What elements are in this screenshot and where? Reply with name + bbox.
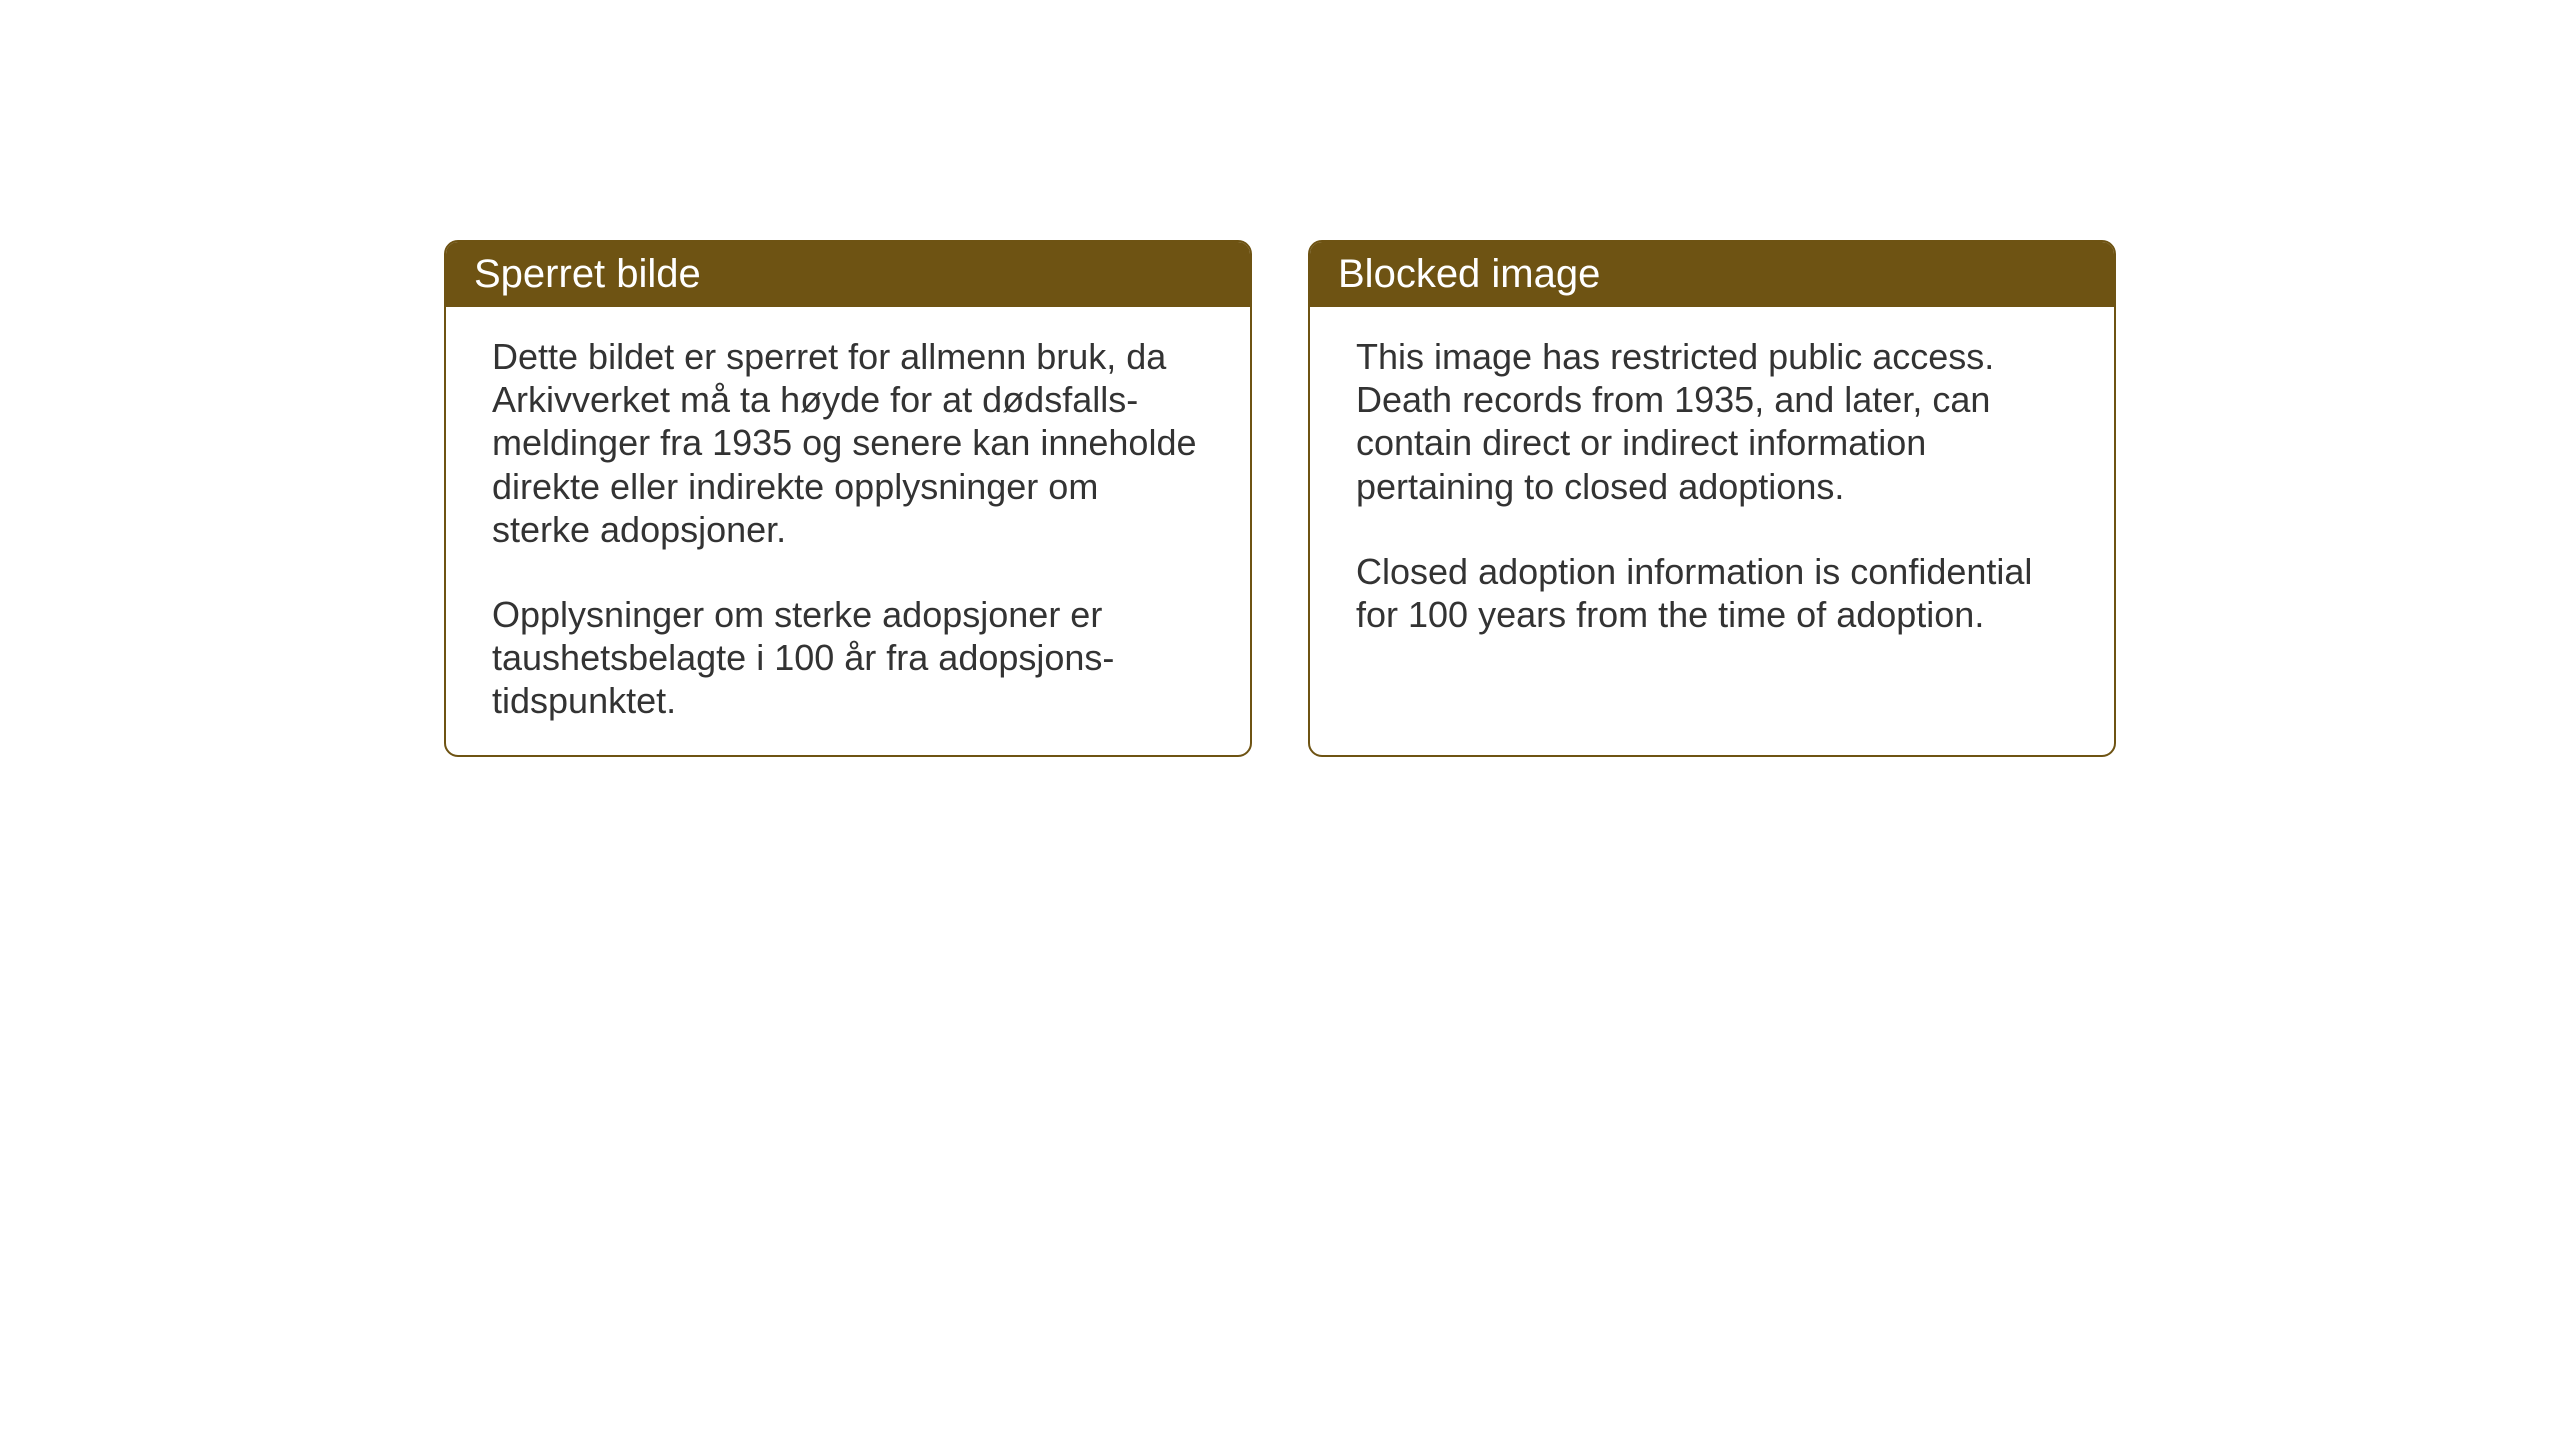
notice-card-english: Blocked image This image has restricted … xyxy=(1308,240,2116,757)
card-paragraph: This image has restricted public access.… xyxy=(1356,335,2068,508)
card-paragraph: Closed adoption information is confident… xyxy=(1356,550,2068,636)
notice-container: Sperret bilde Dette bildet er sperret fo… xyxy=(444,240,2116,757)
card-paragraph: Dette bildet er sperret for allmenn bruk… xyxy=(492,335,1204,551)
card-paragraph: Opplysninger om sterke adopsjoner er tau… xyxy=(492,593,1204,723)
notice-card-norwegian: Sperret bilde Dette bildet er sperret fo… xyxy=(444,240,1252,757)
card-header: Sperret bilde xyxy=(446,242,1250,307)
card-body: This image has restricted public access.… xyxy=(1310,307,2114,755)
card-header: Blocked image xyxy=(1310,242,2114,307)
card-title: Blocked image xyxy=(1338,252,1600,296)
card-title: Sperret bilde xyxy=(474,252,701,296)
card-body: Dette bildet er sperret for allmenn bruk… xyxy=(446,307,1250,755)
